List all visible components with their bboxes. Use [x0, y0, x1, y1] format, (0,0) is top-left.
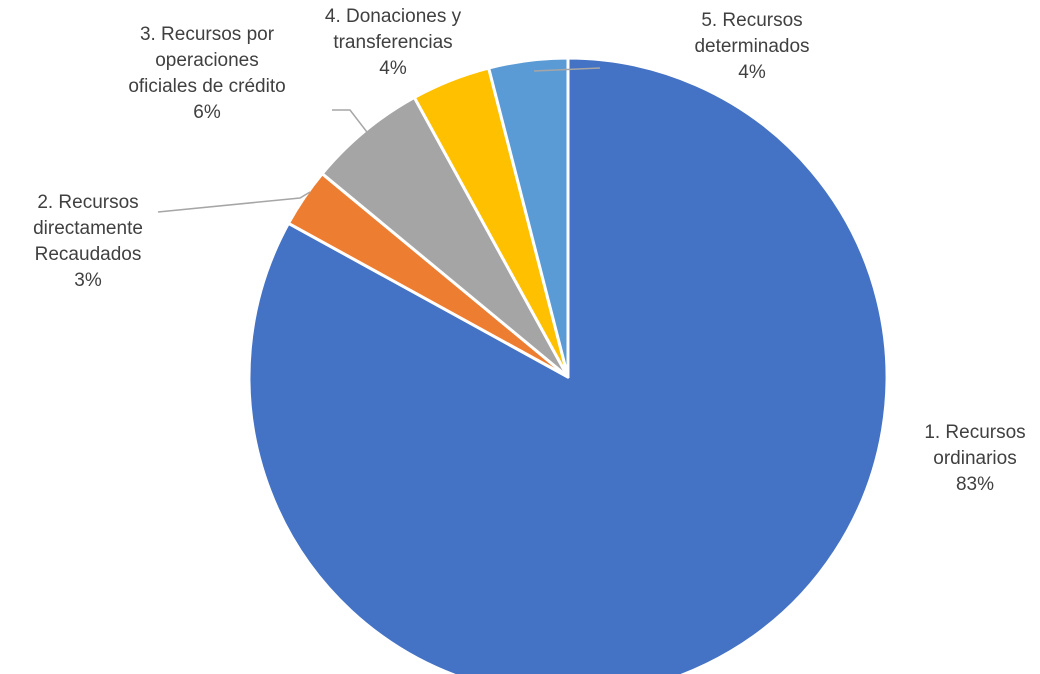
slice-percent: 6% [193, 102, 221, 123]
slice-name: 5. Recursos determinados [694, 10, 810, 57]
slice-percent: 4% [379, 58, 407, 79]
leader-lines [157, 67, 601, 213]
pie-slice [247, 56, 889, 674]
data-label: 3. Recursos por operaciones oficiales de… [122, 22, 292, 126]
leader-line [332, 109, 371, 137]
leader-line [157, 191, 311, 213]
data-label: 1. Recursos ordinarios 83% [910, 420, 1040, 498]
slice-percent: 4% [738, 62, 766, 83]
slice-percent: 3% [74, 270, 102, 291]
slice-name: 1. Recursos ordinarios [924, 422, 1026, 469]
data-label: 5. Recursos determinados 4% [682, 8, 822, 86]
slice-name: 3. Recursos por operaciones oficiales de… [128, 24, 286, 97]
pie-slice [487, 56, 570, 379]
slice-name: 2. Recursos directamente Recaudados [33, 192, 143, 265]
leader-line [533, 67, 601, 72]
slice-percent: 83% [955, 474, 995, 495]
pie-slice [320, 95, 570, 379]
slice-name: 4. Donaciones y transferencias [324, 6, 462, 53]
data-label: 2. Recursos directamente Recaudados 3% [18, 190, 158, 294]
slices [247, 56, 889, 674]
data-label: 4. Donaciones y transferencias 4% [311, 4, 476, 82]
